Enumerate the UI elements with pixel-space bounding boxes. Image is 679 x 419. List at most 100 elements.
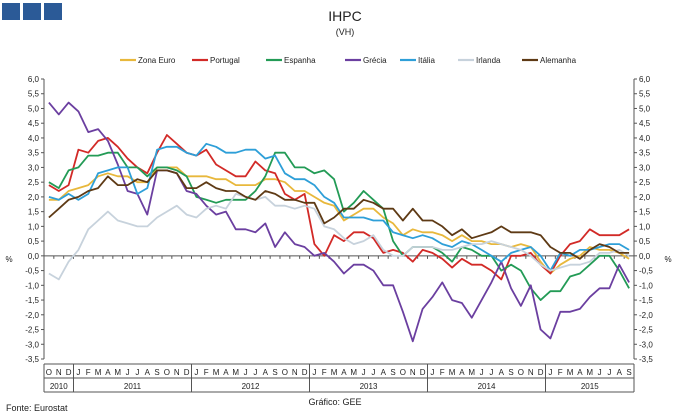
legend-label-portugal: Portugal [210,56,240,65]
year-label: 2013 [360,382,378,391]
y-axis-label-right: % [664,255,671,264]
month-label: J [244,368,248,377]
month-label: J [598,368,602,377]
y-tick-label-right: -2,0 [639,311,653,320]
month-label: M [331,368,338,377]
month-label: M [586,368,593,377]
y-tick-label-left: -3,5 [25,355,39,364]
logo-block-2 [23,3,41,20]
month-label: D [66,368,72,377]
month-label: M [468,368,475,377]
month-label: J [126,368,130,377]
month-label: M [114,368,121,377]
y-axis-left: -3,5 -3,0 -2,5 -2,0 -1,5 -1,0 -0,5 0,0 0,5 1,0 1,5… [25,75,45,364]
month-label: A [381,368,387,377]
month-label: D [302,368,308,377]
y-tick-label-left: 2,0 [28,193,40,202]
month-label: A [145,368,151,377]
month-label: O [518,368,524,377]
y-tick-label-right: 3,5 [639,149,651,158]
month-label: O [164,368,170,377]
month-label: O [400,368,406,377]
month-label: A [499,368,505,377]
y-tick-label-left: -1,5 [25,296,39,305]
month-label: J [194,368,198,377]
legend-label-zona-euro: Zona Euro [138,56,176,65]
y-tick-label-right: -0,5 [639,267,653,276]
month-label: J [548,368,552,377]
month-label: S [508,368,513,377]
series-lines [48,101,630,343]
y-axis-right: -3,5 -3,0 -2,5 -2,0 -1,5 -1,0 -0,5 0,0 0,5 1,0 1,5… [633,75,653,364]
series-line-grecia [48,101,630,343]
y-tick-label-left: 1,5 [28,208,40,217]
month-label: M [567,368,574,377]
y-tick-label-right: 0,0 [639,252,651,261]
month-label: N [292,368,298,377]
month-label: A [223,368,229,377]
month-label: A [105,368,111,377]
y-tick-label-right: -3,0 [639,340,653,349]
y-tick-label-left: -3,0 [25,340,39,349]
year-label: 2015 [581,382,599,391]
year-label: 2012 [242,382,260,391]
month-label: N [528,368,534,377]
month-label: O [282,368,288,377]
legend-label-irlanda: Irlanda [476,56,501,65]
month-label: N [410,368,416,377]
y-tick-label-left: 6,0 [28,75,40,84]
legend-label-alemanha: Alemanha [540,56,577,65]
source-note: Fonte: Eurostat [6,403,68,413]
y-tick-label-right: -2,5 [639,326,653,335]
month-label: M [449,368,456,377]
y-tick-label-left: -0,5 [25,267,39,276]
y-tick-label-left: 1,0 [28,222,40,231]
y-tick-label-right: 5,0 [639,104,651,113]
month-label: N [56,368,62,377]
y-tick-label-left: -2,5 [25,326,39,335]
y-tick-label-left: 5,0 [28,104,40,113]
year-label: 2010 [50,382,68,391]
y-tick-label-left: 3,0 [28,163,40,172]
month-label: J [312,368,316,377]
y-tick-label-right: -1,5 [639,296,653,305]
y-tick-label-left: 4,5 [28,119,40,128]
legend-label-italia: Itália [418,56,435,65]
year-label: 2014 [478,382,496,391]
month-label: S [272,368,277,377]
month-label: M [350,368,357,377]
logo-block-1 [2,3,20,20]
month-label: J [607,368,611,377]
y-tick-label-left: 0,5 [28,237,40,246]
y-tick-label-right: 4,5 [639,119,651,128]
month-label: S [390,368,395,377]
month-label: D [420,368,426,377]
month-label: J [362,368,366,377]
y-tick-label-right: -1,0 [639,281,653,290]
series-line-italia [48,142,630,272]
month-label: D [538,368,544,377]
y-tick-label-right: 3,0 [639,163,651,172]
y-tick-label-right: 6,0 [639,75,651,84]
y-tick-label-left: 4,0 [28,134,40,143]
month-label: D [184,368,190,377]
month-label: M [213,368,220,377]
y-tick-label-right: 4,0 [639,134,651,143]
month-label: N [174,368,180,377]
y-tick-label-right: 2,0 [639,193,651,202]
month-label: F [86,368,91,377]
y-tick-label-left: 3,5 [28,149,40,158]
month-label: J [135,368,139,377]
y-tick-label-right: 1,0 [639,222,651,231]
series-line-alemanha [48,169,630,260]
legend-label-grecia: Grécia [363,56,387,65]
month-label: M [95,368,102,377]
month-label: J [430,368,434,377]
month-label: J [489,368,493,377]
legend: Zona Euro Portugal Espanha Grécia Itália Irla… [120,56,577,65]
month-label: M [232,368,239,377]
y-tick-label-right: 5,5 [639,90,651,99]
legend-label-espanha: Espanha [284,56,316,65]
